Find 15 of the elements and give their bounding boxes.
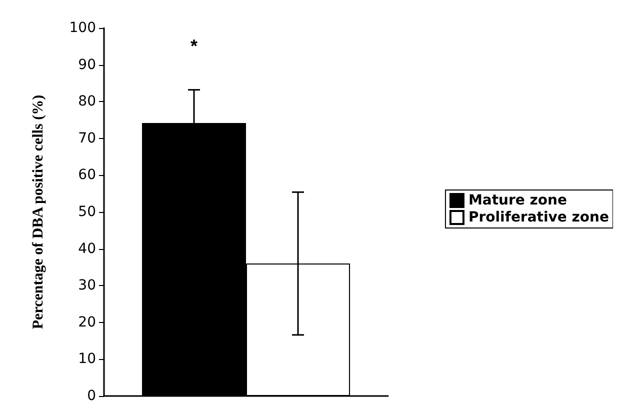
y-tick-label: 10	[78, 351, 96, 368]
y-tick-label: 20	[78, 314, 96, 330]
legend-label: Mature zone	[468, 192, 568, 208]
legend-label: Proliferative zone	[468, 210, 610, 226]
y-tick-label: 50	[78, 204, 96, 220]
y-tick-label: 90	[78, 56, 96, 73]
y-tick-label: 0	[87, 388, 96, 404]
y-tick-label: 60	[78, 167, 96, 184]
y-tick-label: 70	[78, 130, 96, 146]
y-tick-label: 30	[78, 278, 96, 294]
y-tick-label: 100	[69, 20, 96, 36]
y-tick-label: 40	[78, 240, 96, 257]
annotation: *	[190, 36, 198, 56]
y-axis-title: Percentage of DBA positive cells (%)	[30, 94, 46, 330]
y-tick-label: 80	[78, 94, 96, 110]
